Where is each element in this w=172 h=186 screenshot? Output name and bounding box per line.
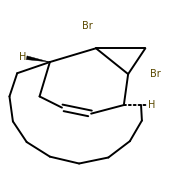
Text: H: H: [148, 100, 155, 110]
Text: H: H: [19, 52, 26, 62]
Text: Br: Br: [82, 21, 93, 31]
Text: Br: Br: [150, 69, 160, 79]
Polygon shape: [26, 56, 50, 62]
